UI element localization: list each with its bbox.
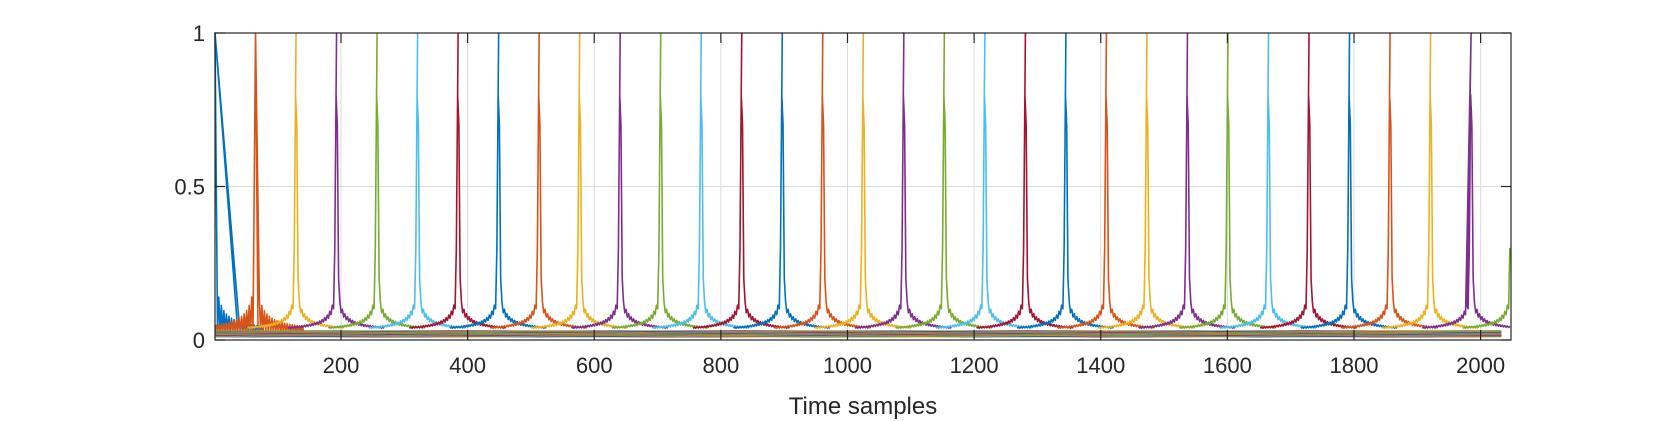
series-peak-line [611, 32, 709, 330]
x-tick-label: 800 [703, 353, 740, 378]
series-peak-line [976, 32, 1074, 330]
x-tick-label: 1800 [1330, 353, 1379, 378]
series-peak-line [214, 32, 305, 333]
series-peak-line [733, 32, 831, 330]
x-tick-label: 200 [323, 353, 360, 378]
series-peak-line [1462, 247, 1511, 330]
y-tick-label: 1 [193, 21, 205, 46]
y-tick-label: 0.5 [174, 175, 205, 200]
series-peak-line [571, 32, 669, 330]
x-tick-label: 2000 [1456, 353, 1505, 378]
series-peak-line [368, 32, 466, 330]
x-tick-label: 1200 [950, 353, 999, 378]
y-tick-labels: 00.51 [174, 21, 205, 353]
series-peak-line [773, 32, 871, 330]
series-peak-line [449, 32, 547, 330]
series-peak-line [530, 32, 628, 330]
x-tick-label: 600 [576, 353, 613, 378]
series-peak-line [1259, 32, 1358, 330]
series-peak-line [489, 32, 588, 330]
x-axis-label: Time samples [789, 393, 937, 420]
series-peak-line [854, 32, 953, 330]
x-tick-label: 1000 [823, 353, 872, 378]
axis-ticks [215, 32, 1511, 341]
y-tick-label: 0 [193, 328, 205, 353]
series-peak-line [1178, 32, 1277, 330]
series-peak-line [287, 32, 385, 330]
series-peak-line [692, 32, 790, 330]
x-tick-label: 1400 [1076, 353, 1125, 378]
series-peak-line [1016, 32, 1115, 330]
series-peak-line [1057, 32, 1155, 330]
series-peak-line [1219, 32, 1317, 330]
series-group [214, 32, 1511, 338]
x-tick-labels: 200 400 600 800 1000 1200 1400 1600 1800 2000 [323, 353, 1505, 378]
series-peak-line [814, 32, 912, 330]
series-peak-line [1138, 32, 1236, 330]
series-peak-line [1381, 32, 1479, 330]
x-tick-label: 400 [449, 353, 486, 378]
series-peak-line [1340, 32, 1439, 330]
series-peak-line [1300, 32, 1398, 330]
series-peak-line [895, 32, 993, 330]
series-floor-line [214, 330, 1502, 338]
series-peak-line [327, 32, 426, 330]
series-peak-line [652, 32, 750, 330]
series-peak-line [408, 32, 507, 330]
series-peak-line [935, 32, 1034, 330]
x-tick-label: 1600 [1203, 353, 1252, 378]
series-peak-line [246, 32, 345, 330]
series-peak-line [1097, 32, 1196, 330]
